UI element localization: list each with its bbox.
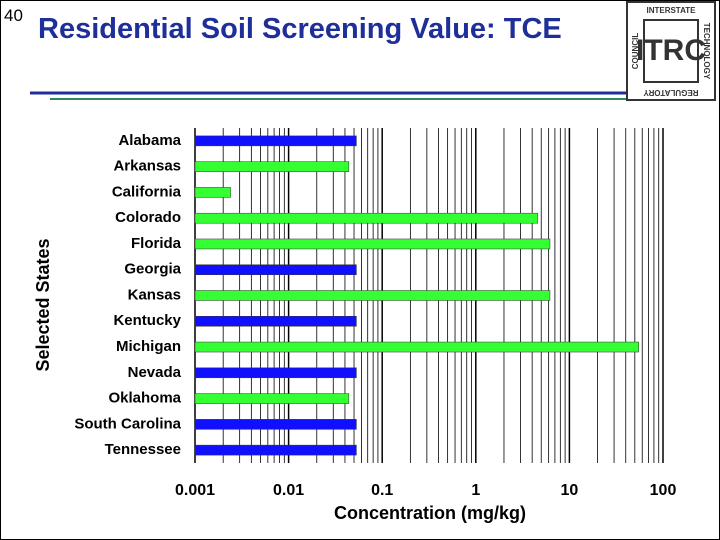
y-tick-label: Arkansas [113,158,181,175]
y-tick-label: California [112,183,182,200]
y-tick-label: Tennessee [105,441,181,458]
x-axis-label: Concentration (mg/kg) [334,503,526,523]
bar [194,187,231,198]
x-tick-label: 10 [561,482,579,499]
y-tick-label: Florida [131,235,182,252]
logo-text: COUNCIL [631,33,640,70]
bar [194,341,639,353]
y-tick-label: Colorado [115,209,181,226]
x-tick-label: 0.1 [371,482,393,499]
y-tick-label: Alabama [118,132,181,149]
bar [194,316,357,327]
y-tick-label: Kentucky [113,312,181,329]
bar [194,393,350,404]
logo-text: REGULATORY [643,88,699,97]
bar [194,367,357,379]
y-tick-label: Georgia [124,261,181,278]
bar [194,161,350,172]
y-tick-label: Nevada [128,364,182,381]
x-tick-label: 1 [471,482,480,499]
bar [194,135,357,147]
logo-mark: ITRC [636,34,706,67]
y-tick-label: Oklahoma [108,390,181,407]
slide-title: Residential Soil Screening Value: TCE [38,13,562,45]
y-tick-label: Michigan [116,338,181,355]
logo-text: TECHNOLOGY [702,23,711,80]
bar [194,238,551,250]
y-tick-label: South Carolina [74,415,181,432]
logo: ITRC INTERSTATE REGULATORY TECHNOLOGY CO… [626,1,716,101]
logo-inner [643,19,699,83]
bar [194,264,357,275]
logo-text: INTERSTATE [646,6,696,15]
y-tick-label: Kansas [128,286,181,303]
y-axis-label: Selected States [33,238,53,371]
x-tick-label: 100 [650,482,677,499]
x-tick-label: 0.001 [175,482,215,499]
bar [194,419,357,430]
bar [194,290,551,301]
x-tick-label: 0.01 [273,482,304,499]
bar [194,212,539,224]
slide-number: 40 [4,6,23,25]
bar [194,444,357,456]
